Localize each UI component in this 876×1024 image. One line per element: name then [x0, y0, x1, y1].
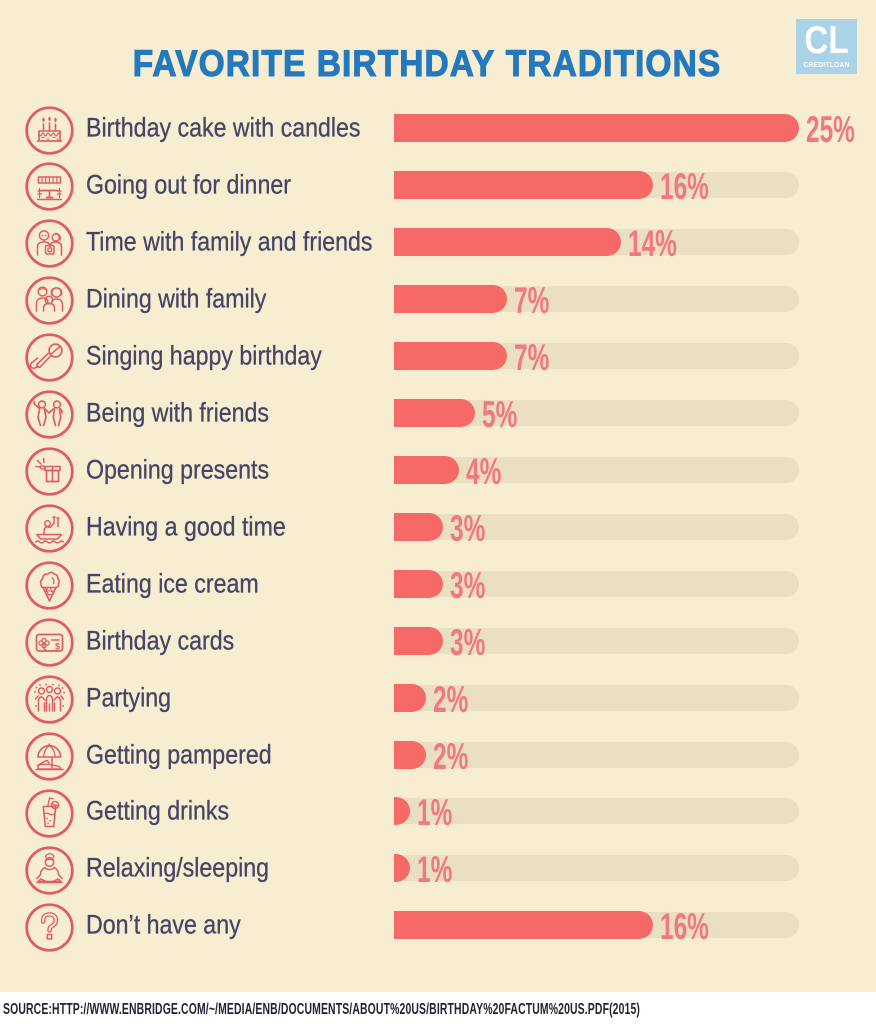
- svg-text:$: $: [55, 642, 60, 652]
